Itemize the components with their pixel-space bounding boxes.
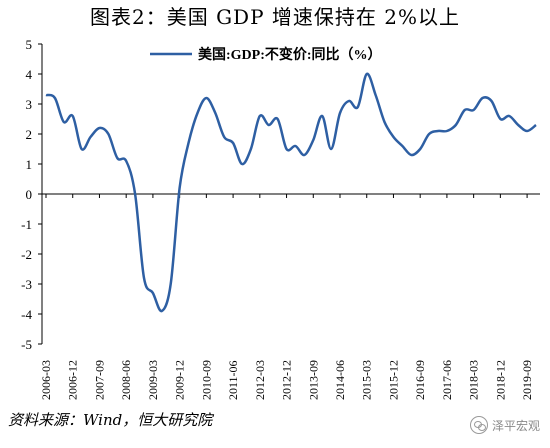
x-tick-label: 2018-12 — [493, 360, 507, 400]
x-tick-label: 2019-09 — [520, 360, 534, 400]
y-tick-label: -2 — [21, 247, 32, 262]
x-tick-label: 2008-06 — [119, 360, 133, 400]
x-tick-label: 2010-09 — [199, 360, 213, 400]
x-tick-label: 2013-09 — [306, 360, 320, 400]
watermark: 泽平宏观 — [469, 416, 540, 434]
x-tick-label: 2014-06 — [333, 360, 347, 400]
source-note: 资料来源：Wind，恒大研究院 — [8, 411, 213, 429]
y-tick-label: 3 — [26, 97, 33, 112]
y-tick-label: -1 — [21, 217, 32, 232]
y-tick-label: 0 — [26, 187, 33, 202]
x-tick-label: 2011-06 — [226, 360, 240, 400]
x-tick-label: 2015-12 — [386, 360, 400, 400]
chart-title: 图表2：美国 GDP 增速保持在 2%以上 — [90, 5, 460, 29]
x-tick-label: 2017-06 — [440, 360, 454, 400]
x-tick-label: 2015-03 — [360, 360, 374, 400]
y-tick-label: 2 — [26, 127, 33, 142]
x-tick-label: 2016-09 — [413, 360, 427, 400]
y-tick-label: -4 — [21, 307, 32, 322]
legend: 美国:GDP:不变价:同比（%） — [150, 46, 382, 63]
x-tick-label: 2006-03 — [39, 360, 53, 400]
y-tick-label: -5 — [21, 337, 32, 352]
x-tick-label: 2009-12 — [173, 360, 187, 400]
watermark-label: 泽平宏观 — [491, 418, 540, 433]
series-group — [45, 72, 537, 313]
series-line — [45, 72, 537, 313]
x-tick-label: 2006-12 — [66, 360, 80, 400]
y-tick-label: 5 — [26, 37, 33, 52]
x-tick-label: 2009-03 — [146, 360, 160, 400]
x-tick-label: 2012-03 — [253, 360, 267, 400]
wechat-icon — [469, 416, 488, 434]
y-axis-group: 5 4 3 2 1 0 -1 -2 -3 -4 -5 — [21, 37, 43, 352]
legend-label: 美国:GDP:不变价:同比（%） — [198, 46, 382, 63]
x-tick-label: 2007-09 — [92, 360, 106, 400]
y-tick-label: 4 — [26, 67, 33, 82]
x-axis-group: 2006-03 2006-12 2007-09 2008-06 2009-03 2009-… — [39, 193, 540, 400]
x-tick-label: 2012-12 — [280, 360, 294, 400]
y-tick-label: -3 — [21, 277, 32, 292]
y-tick-label: 1 — [26, 157, 33, 172]
x-tick-label: 2018-03 — [467, 360, 481, 400]
